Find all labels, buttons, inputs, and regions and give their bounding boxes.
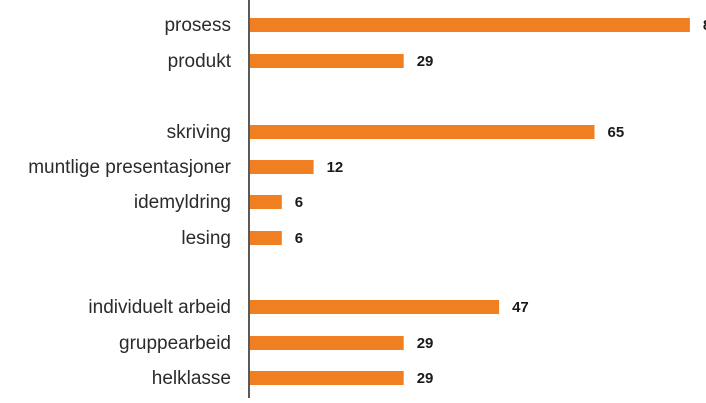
category-label-1: produkt (168, 51, 232, 72)
value-labels-layer: 83 29 65 12 6 6 47 29 29 (295, 17, 706, 387)
category-label-0: prosess (164, 15, 231, 36)
bar-7 (250, 336, 404, 350)
bar-3 (250, 160, 314, 174)
category-label-2: skriving (167, 122, 231, 143)
category-label-7: gruppearbeid (119, 333, 231, 354)
value-label-3: 12 (327, 159, 344, 176)
category-labels-layer: prosess produkt skriving muntlige presentas… (28, 15, 232, 389)
bar-8 (250, 371, 404, 385)
category-label-5: lesing (181, 228, 231, 249)
value-label-5: 6 (295, 230, 303, 247)
bar-5 (250, 231, 282, 245)
category-label-4: idemyldring (134, 192, 231, 213)
bar-6 (250, 300, 500, 314)
value-label-4: 6 (295, 194, 303, 211)
bar-0 (250, 18, 690, 32)
bars-layer (250, 18, 690, 385)
value-label-0: 83 (703, 17, 706, 34)
value-label-6: 47 (512, 299, 529, 316)
value-label-8: 29 (417, 370, 434, 387)
category-label-6: individuelt arbeid (88, 297, 231, 318)
category-label-8: helklasse (152, 368, 231, 389)
value-label-2: 65 (608, 124, 625, 141)
bar-1 (250, 54, 404, 68)
value-label-7: 29 (417, 335, 434, 352)
value-label-1: 29 (417, 53, 434, 70)
bar-2 (250, 125, 595, 139)
bar-4 (250, 195, 282, 209)
category-label-3: muntlige presentasjoner (28, 157, 231, 178)
